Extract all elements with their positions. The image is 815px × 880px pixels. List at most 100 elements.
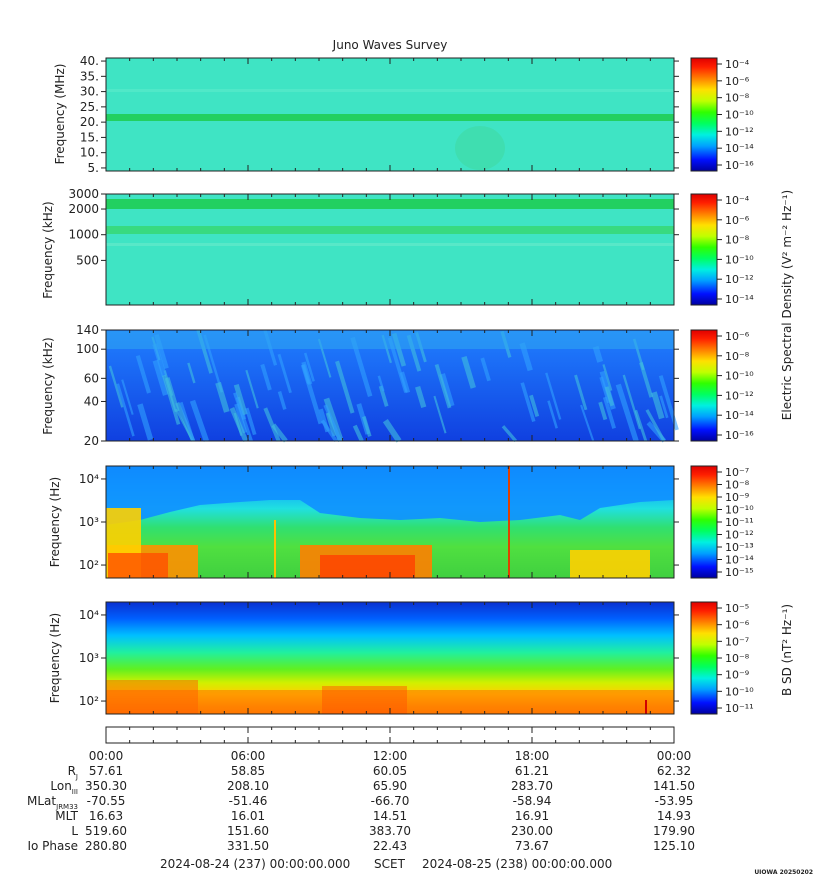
panel-2-band-faint <box>106 243 674 246</box>
colorbar-tick-label: 10⁻⁸ <box>725 350 750 363</box>
panel-3-streak <box>615 383 639 442</box>
colorbar-tick-label: 10⁻¹⁰ <box>725 109 754 122</box>
ephem-value: 230.00 <box>511 824 553 838</box>
panel-3-streak <box>415 385 427 409</box>
panel-3-streak <box>152 343 167 377</box>
ytick-label: 10⁴ <box>79 608 99 622</box>
panel-3-streak <box>229 407 249 442</box>
colorbar-tick-label: 10⁻¹⁵ <box>725 566 754 579</box>
colorbar-tick-label: 10⁻¹⁰ <box>725 253 754 266</box>
ytick-label: 40. <box>80 54 99 68</box>
ytick-label: 10. <box>80 146 99 160</box>
ephem-value: 60.05 <box>373 764 407 778</box>
colorbar-tick-label: 10⁻⁸ <box>725 652 750 665</box>
panel-3-streak <box>189 399 209 442</box>
ephem-value: 58.85 <box>231 764 265 778</box>
time-tick-label: 18:00 <box>515 749 550 763</box>
ephem-value: 14.93 <box>657 809 691 823</box>
time-tick-label: 12:00 <box>373 749 408 763</box>
colorbar-tick-label: 10⁻⁶ <box>725 330 750 343</box>
panel-3-streak <box>659 395 669 419</box>
colorbar-tick-label: 10⁻¹⁴ <box>725 409 754 422</box>
panel-3-streak <box>277 391 287 410</box>
panel-1: 5.10. 15.20.25.30. 35.40. Frequency (MHz) <box>53 54 679 175</box>
colorbar-tick-label: 10⁻¹⁰ <box>725 685 754 698</box>
colorbar-tick-label: 10⁻¹⁰ <box>725 370 754 383</box>
panel-3-streak <box>520 382 536 422</box>
ephem-value: 16.91 <box>515 809 549 823</box>
panel-3-streak <box>303 352 315 382</box>
ytick-label: 10⁴ <box>79 472 99 486</box>
panel-5-burst <box>106 680 198 714</box>
ytick-label: 30. <box>80 85 99 99</box>
colorbar-tick-label: 10⁻¹³ <box>725 541 754 554</box>
ytick-label: 5. <box>88 161 99 175</box>
panel-3-ylabel: Frequency (kHz) <box>41 337 55 434</box>
ephem-value: 16.63 <box>89 809 123 823</box>
ephem-value: 73.67 <box>515 839 549 853</box>
panel-4: 10² 10³ 10⁴ Frequency (Hz) <box>48 465 679 579</box>
ephem-value: -66.70 <box>371 794 410 808</box>
ephem-value: -58.94 <box>513 794 552 808</box>
panel-2-band-2200khz <box>106 199 674 209</box>
ephem-value: 283.70 <box>511 779 553 793</box>
ytick-label: 20 <box>84 434 99 448</box>
panel-1-yticks: 5.10. 15.20.25.30. 35.40. <box>80 54 679 175</box>
panel-3-streak <box>260 363 272 391</box>
panel-3-streak <box>399 371 411 394</box>
panel-3-streak <box>152 359 169 396</box>
panel-4-emission-core <box>108 553 168 578</box>
panel-3-streak <box>234 403 248 434</box>
ephem-row-label: MLT <box>55 809 78 823</box>
bsd-colorbar-label: B SD (nT² Hz⁻¹) <box>780 604 794 696</box>
ephem-row-label: LonIII <box>50 779 78 796</box>
colorbar <box>690 57 718 172</box>
footer-tag: UIOWA 20250202 <box>754 869 813 876</box>
panel-5-burst <box>322 686 407 714</box>
panel-3-streak <box>382 419 402 443</box>
colorbar-tick-label: 10⁻⁹ <box>725 669 749 682</box>
ephem-value: 383.70 <box>369 824 411 838</box>
panel-3-yticks: 20 40 60 100 140 <box>76 323 679 448</box>
colorbar-tick-label: 10⁻¹² <box>725 529 754 542</box>
panel-3-streak <box>378 385 389 407</box>
panel-5: 10² 10³ 10⁴ Frequency (Hz) <box>48 601 679 715</box>
colorbar-tick-label: 10⁻⁹ <box>725 491 749 504</box>
panel-3-streak <box>645 409 666 442</box>
colorbar-tick-label: 10⁻⁸ <box>725 479 750 492</box>
panel-3-streak <box>434 363 452 409</box>
colorbar-tick-label: 10⁻⁸ <box>725 234 750 247</box>
ephem-value: 179.90 <box>653 824 695 838</box>
ytick-label: 10³ <box>79 515 99 529</box>
scet-label: SCET <box>374 857 406 871</box>
start-time-label: 2024-08-24 (237) 00:00:00.000 <box>160 857 350 871</box>
panel-3-streak <box>162 374 181 425</box>
panel-4-emission-core <box>320 555 415 578</box>
colorbar-tick-label: 10⁻⁷ <box>725 635 749 648</box>
time-tick-label: 00:00 <box>89 749 124 763</box>
colorbar-tick-label: 10⁻⁵ <box>725 602 749 615</box>
colorbar-tick-label: 10⁻⁸ <box>725 92 750 105</box>
panel-3-streak <box>325 412 337 437</box>
time-tick-label: 06:00 <box>231 749 266 763</box>
colorbar <box>690 329 718 442</box>
panel-3-streak <box>602 396 616 429</box>
panel-3-streak <box>580 404 595 442</box>
panel-3-streak <box>377 375 385 392</box>
ytick-label: 3000 <box>68 187 99 201</box>
colorbar-tick-label: 10⁻⁶ <box>725 214 750 227</box>
panel-3-streak <box>480 357 491 382</box>
colorbar-tick-label: 10⁻¹⁴ <box>725 142 754 155</box>
colorbar-tick-label: 10⁻¹⁰ <box>725 504 754 517</box>
panel-4-emissions <box>106 466 650 578</box>
panel-3-streak <box>439 373 455 407</box>
ytick-label: 10³ <box>79 651 99 665</box>
panel-3-streak <box>598 401 608 421</box>
shared-colorbar-label: Electric Spectral Density (V² m⁻² Hz⁻¹) <box>780 190 794 420</box>
ephemeris-table: RJ 57.61 58.85 60.05 61.21 62.32 LonIII 350.30 2… <box>27 764 695 853</box>
ephem-value: 62.32 <box>657 764 691 778</box>
colorbar-tick-label: 10⁻¹² <box>725 125 754 138</box>
ephem-value: -51.46 <box>229 794 268 808</box>
panel-3-streak <box>263 407 281 442</box>
